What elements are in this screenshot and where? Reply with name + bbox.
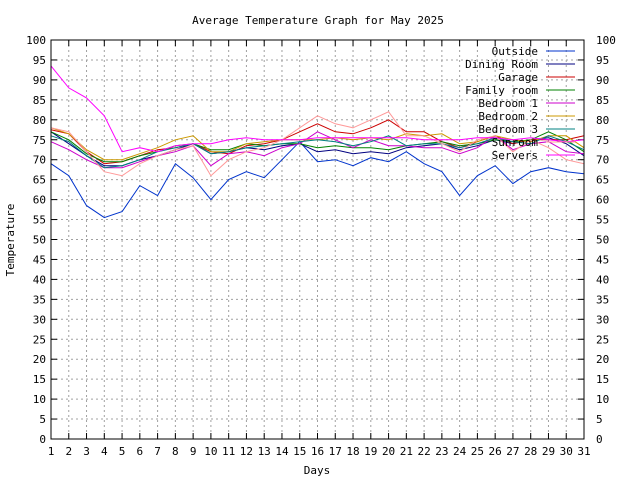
y-tick-label: 100 — [596, 34, 616, 47]
y-tick-label: 75 — [33, 134, 46, 147]
x-tick-labels: 1 2 3 4 5 6 7 8 9 10 11 12 13 14 15 16 17 18 19 20 21 22 23 24 2… — [48, 445, 591, 458]
y-tick-label: 90 — [33, 74, 46, 87]
x-tick-label: 30 — [560, 445, 573, 458]
x-tick-label: 16 — [311, 445, 324, 458]
legend-label: Bedroom 2 — [478, 110, 538, 123]
y-tick-label: 60 — [33, 194, 46, 207]
series-line-sunroom — [50, 111, 585, 177]
x-tick-label: 25 — [471, 445, 484, 458]
x-tick-label: 14 — [275, 445, 289, 458]
x-tick-label: 12 — [240, 445, 253, 458]
x-tick-label: 11 — [222, 445, 235, 458]
x-tick-label: 1 — [48, 445, 55, 458]
legend-label: Servers — [492, 149, 538, 162]
x-tick-label: 19 — [364, 445, 377, 458]
x-tick-label: 27 — [506, 445, 519, 458]
x-tick-label: 13 — [258, 445, 271, 458]
y-tick-label: 50 — [596, 234, 609, 247]
legend-label: Garage — [498, 71, 538, 84]
x-tick-label: 29 — [542, 445, 555, 458]
x-tick-label: 3 — [83, 445, 90, 458]
x-tick-label: 23 — [435, 445, 448, 458]
legend-label: Dining Room — [465, 58, 538, 71]
y-tick-label: 45 — [596, 253, 609, 266]
y-tick-label: 25 — [596, 333, 609, 346]
y-tick-label: 40 — [596, 273, 609, 286]
y-tick-label: 45 — [33, 253, 46, 266]
y-tick-label: 65 — [596, 174, 609, 187]
y-tick-label: 80 — [596, 114, 609, 127]
series-line-servers — [50, 65, 585, 153]
y-tick-label: 100 — [26, 34, 46, 47]
y-tick-label: 70 — [33, 154, 46, 167]
y-tick-label: 55 — [596, 214, 609, 227]
x-tick-label: 8 — [172, 445, 179, 458]
x-tick-label: 5 — [119, 445, 126, 458]
x-tick-label: 28 — [524, 445, 537, 458]
y-tick-label: 0 — [39, 433, 46, 446]
x-tick-label: 20 — [382, 445, 395, 458]
y-tick-label: 65 — [33, 174, 46, 187]
x-tick-label: 9 — [190, 445, 197, 458]
y-tick-label: 20 — [596, 353, 609, 366]
y-tick-label: 5 — [596, 413, 603, 426]
y-tick-label: 85 — [596, 94, 609, 107]
y-tick-label: 35 — [596, 293, 609, 306]
y-axis-label: Temperature — [4, 204, 17, 277]
x-tick-label: 31 — [577, 445, 590, 458]
legend-label: Outside — [492, 45, 538, 58]
x-tick-label: 18 — [346, 445, 359, 458]
y-tick-label: 5 — [39, 413, 46, 426]
y-tick-label: 25 — [33, 333, 46, 346]
y-tick-label: 30 — [596, 313, 609, 326]
y-tick-label: 35 — [33, 293, 46, 306]
x-tick-label: 17 — [329, 445, 342, 458]
y-tick-label: 15 — [596, 373, 609, 386]
grid-lines — [50, 39, 585, 440]
y-tick-label: 0 — [596, 433, 603, 446]
x-tick-label: 6 — [137, 445, 144, 458]
y-tick-label: 75 — [596, 134, 609, 147]
y-tick-label: 90 — [596, 74, 609, 87]
plot-frame — [50, 39, 585, 440]
y-tick-label: 10 — [33, 393, 46, 406]
x-tick-label: 21 — [400, 445, 413, 458]
x-axis-label: Days — [304, 464, 331, 477]
x-tick-label: 26 — [489, 445, 502, 458]
left-y-tick-labels: 0 5 10 15 20 25 30 35 40 45 50 55 60 65 70 75 80 85 90 95 10… — [26, 34, 46, 446]
legend-label: Bedroom 1 — [478, 97, 538, 110]
y-tick-label: 95 — [596, 54, 609, 67]
y-tick-label: 85 — [33, 94, 46, 107]
y-tick-label: 60 — [596, 194, 609, 207]
x-tick-label: 10 — [204, 445, 217, 458]
legend-label: Bedroom 3 — [478, 123, 538, 136]
right-y-tick-labels: 0 5 10 15 20 25 30 35 40 45 50 55 60 65 70 75 80 85 90 95 10… — [596, 34, 616, 446]
y-tick-label: 10 — [596, 393, 609, 406]
y-tick-label: 80 — [33, 114, 46, 127]
y-tick-label: 70 — [596, 154, 609, 167]
x-tick-label: 24 — [453, 445, 467, 458]
series-line-outside — [50, 140, 585, 219]
y-tick-label: 20 — [33, 353, 46, 366]
y-tick-label: 40 — [33, 273, 46, 286]
y-tick-label: 55 — [33, 214, 46, 227]
x-tick-label: 15 — [293, 445, 306, 458]
legend-label: Sunroom — [492, 136, 539, 149]
legend-label: Family room — [465, 84, 538, 97]
x-tick-label: 2 — [65, 445, 72, 458]
chart-title: Average Temperature Graph for May 2025 — [192, 14, 444, 27]
y-tick-label: 50 — [33, 234, 46, 247]
y-tick-label: 15 — [33, 373, 46, 386]
y-tick-label: 95 — [33, 54, 46, 67]
x-tick-label: 4 — [101, 445, 108, 458]
series-line-family-room — [50, 131, 585, 163]
y-tick-label: 30 — [33, 313, 46, 326]
series-lines — [50, 65, 585, 219]
x-tick-label: 7 — [154, 445, 161, 458]
x-tick-label: 22 — [417, 445, 430, 458]
